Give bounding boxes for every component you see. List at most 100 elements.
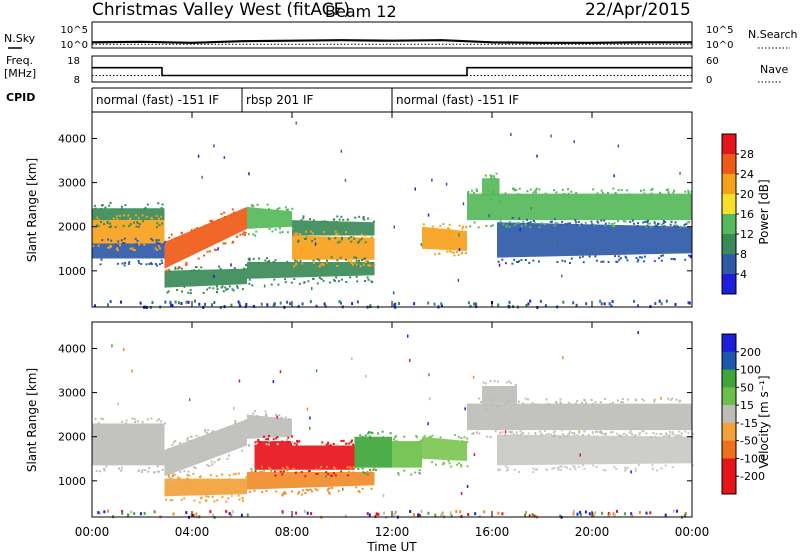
scatter-cell <box>239 233 242 236</box>
cpid-row: CPID normal (fast) -151 IF rbsp 201 IF nor… <box>6 87 692 112</box>
scatter-cell <box>132 248 135 251</box>
ground-speckle <box>393 513 396 517</box>
scatter-cell <box>244 231 247 234</box>
ground-speckle <box>603 302 606 306</box>
ground-speckle <box>645 511 648 515</box>
scatter-cell <box>592 403 594 406</box>
scatter-cell <box>556 222 559 225</box>
scatter-cell <box>660 467 663 470</box>
scatter-cell <box>369 471 372 474</box>
scatter-cell <box>563 192 566 195</box>
scatter-cell <box>316 258 319 261</box>
scatter-cell <box>672 258 675 260</box>
noise-ytick-bottom: 10^0 <box>61 40 88 51</box>
noise-trace <box>91 39 692 45</box>
scatter-cell <box>347 237 350 240</box>
scatter-cell <box>687 189 690 192</box>
ground-speckle <box>687 301 690 305</box>
scatter-cell <box>147 470 150 473</box>
scatter-cell <box>199 497 202 500</box>
scatter-band <box>247 262 375 279</box>
scatter-cell <box>278 414 281 417</box>
scatter-cell <box>160 259 163 262</box>
colorbar-tick-label: 16 <box>740 208 754 221</box>
scatter-cell <box>345 281 348 283</box>
scatter-cell <box>667 191 670 194</box>
scatter-cell <box>315 473 318 475</box>
scatter-cell <box>659 191 661 194</box>
scatter-cell <box>491 192 494 195</box>
scatter-cell <box>206 432 209 435</box>
scatter-cell <box>171 443 174 446</box>
scatter-cell <box>206 464 209 467</box>
ground-speckle <box>107 509 109 513</box>
ground-speckle <box>171 304 174 308</box>
scatter-cell <box>368 435 371 438</box>
scatter-cell <box>253 489 256 492</box>
scatter-cell <box>497 260 500 263</box>
scatter-cell <box>135 221 138 224</box>
scatter-cell <box>294 234 297 237</box>
time-tick-label: 12:00 <box>375 525 410 539</box>
ground-speckle <box>419 514 422 518</box>
scatter-cell <box>624 255 627 258</box>
scatter-cell <box>555 400 558 403</box>
scatter-cell <box>180 498 183 501</box>
scatter-cell <box>664 221 667 223</box>
scatter-cell <box>125 422 128 425</box>
scatter-cell <box>94 207 97 210</box>
scatter-cell <box>355 275 358 278</box>
scatter-cell <box>171 475 174 478</box>
scatter-cell <box>158 418 161 421</box>
scatter-cell <box>654 224 657 227</box>
scatter-cell <box>176 289 179 291</box>
scatter-cell <box>210 473 212 476</box>
scatter-cell <box>576 433 579 436</box>
scatter-cell <box>322 279 325 282</box>
scatter-cell <box>499 220 502 223</box>
random-speckle <box>510 133 512 136</box>
scatter-cell <box>672 431 674 434</box>
random-speckle <box>409 358 411 362</box>
scatter-cell <box>284 492 287 495</box>
scatter-cell <box>299 260 302 263</box>
scatter-cell <box>525 436 528 439</box>
scatter-cell <box>353 256 356 259</box>
scatter-cell <box>228 474 231 477</box>
scatter-cell <box>256 414 259 417</box>
scatter-cell <box>553 435 556 438</box>
ground-speckle <box>427 511 430 515</box>
scatter-cell <box>531 402 534 404</box>
scatter-cell <box>141 214 144 217</box>
scatter-cell <box>284 206 287 209</box>
scatter-cell <box>621 401 624 404</box>
scatter-cell <box>687 192 690 195</box>
scatter-cell <box>167 476 170 478</box>
ground-speckle <box>301 302 304 306</box>
scatter-cell <box>174 473 177 476</box>
scatter-cell <box>563 435 565 438</box>
scatter-cell <box>532 471 534 474</box>
scatter-cell <box>631 433 634 436</box>
ground-speckle <box>246 513 249 517</box>
time-tick-label: 16:00 <box>475 525 510 539</box>
scatter-cell <box>471 432 474 435</box>
scatter-cell <box>559 398 562 401</box>
scatter-cell <box>244 419 247 422</box>
scatter-cell <box>545 433 548 436</box>
scatter-cell <box>156 248 159 251</box>
scatter-cell <box>254 234 257 237</box>
scatter-cell <box>502 223 505 226</box>
scatter-cell <box>527 398 529 401</box>
scatter-cell <box>418 440 421 443</box>
scatter-cell <box>625 434 628 437</box>
ground-speckle <box>338 300 341 304</box>
scatter-cell <box>257 261 260 264</box>
scatter-cell <box>364 257 366 260</box>
scatter-cell <box>269 467 272 470</box>
scatter-cell <box>331 486 334 489</box>
ground-speckle <box>289 302 292 306</box>
velocity-speckle <box>94 331 694 519</box>
scatter-cell <box>658 222 661 225</box>
